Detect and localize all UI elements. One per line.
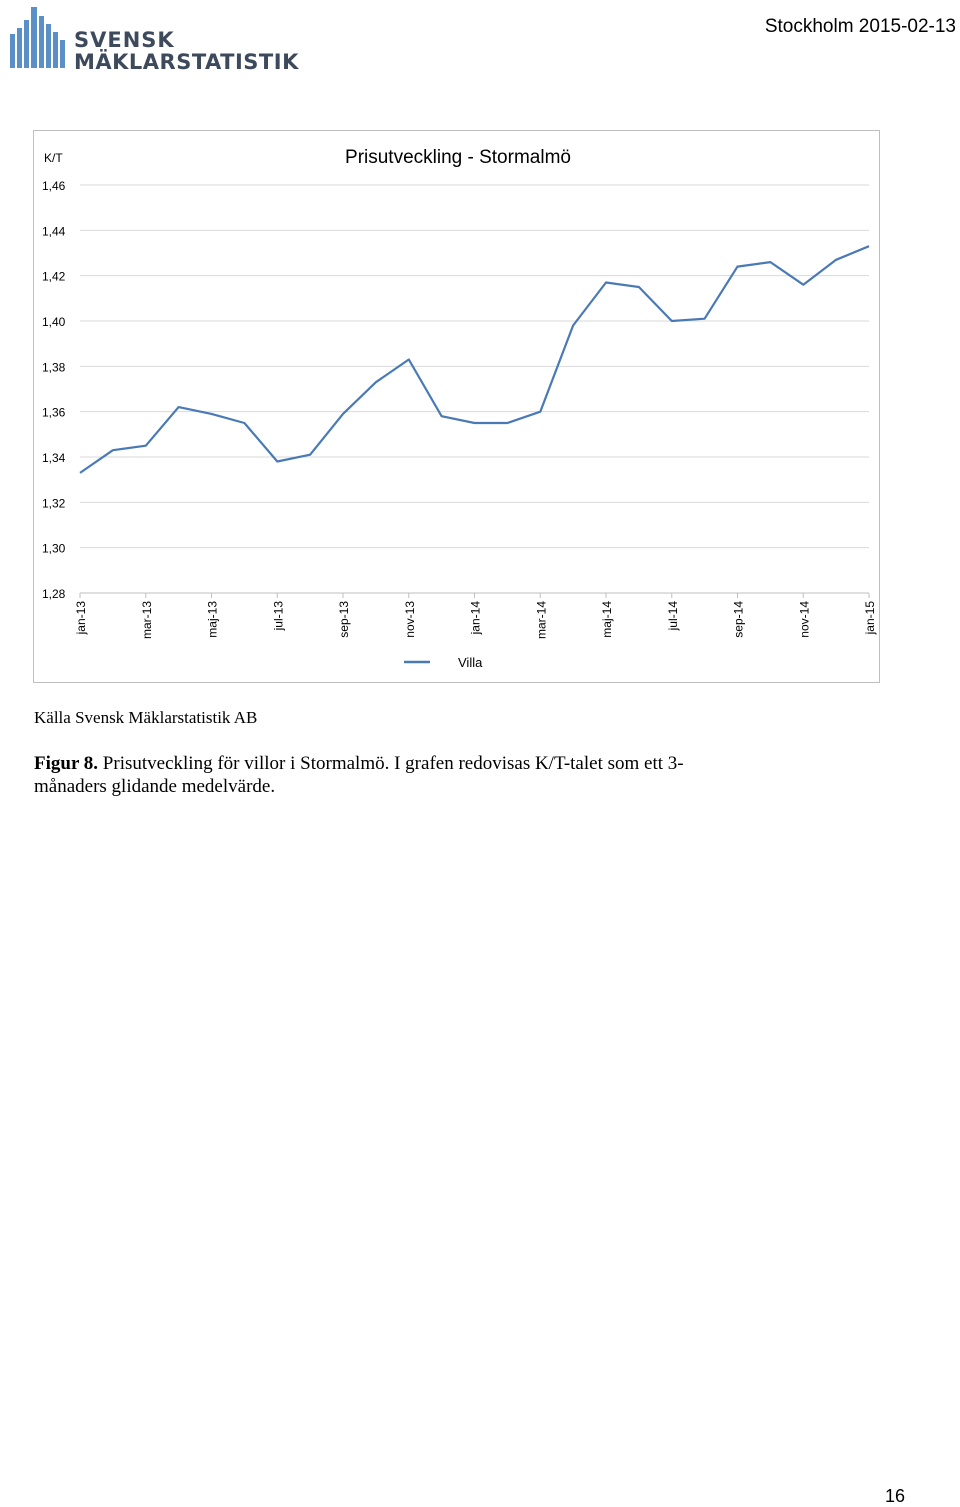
y-tick-label: 1,46: [42, 179, 66, 193]
logo: SVENSK MÄKLARSTATISTIK: [8, 6, 298, 74]
y-tick-label: 1,30: [42, 542, 66, 556]
y-tick-label: 1,44: [42, 224, 66, 238]
x-tick-label: jan-13: [74, 601, 88, 636]
x-tick-label: mar-13: [140, 601, 154, 639]
series-line-villa: [79, 245, 870, 474]
y-tick-label: 1,38: [42, 360, 66, 374]
y-tick-label: 1,42: [42, 270, 66, 284]
y-tick-label: 1,34: [42, 451, 66, 465]
logo-text-line2: MÄKLARSTATISTIK: [74, 50, 299, 74]
y-axis-label: K/T: [44, 151, 63, 165]
source-note: Källa Svensk Mäklarstatistik AB: [34, 708, 258, 727]
page-number: 16: [884, 1486, 905, 1506]
legend-label: Villa: [458, 655, 483, 670]
x-tick-label: jan-15: [863, 601, 877, 636]
caption-label: Figur 8.: [34, 753, 99, 774]
x-tick-label: maj-14: [600, 601, 614, 638]
x-tick-label: nov-13: [403, 601, 417, 638]
caption-text: Prisutveckling för villor i Stormalmö. I…: [34, 753, 684, 797]
y-tick-label: 1,36: [42, 406, 66, 420]
x-tick-label: jul-13: [271, 601, 285, 632]
figure-caption: Figur 8. Prisutveckling för villor i Sto…: [34, 752, 754, 798]
chart-title: Prisutveckling - Stormalmö: [345, 147, 571, 168]
header-date: Stockholm 2015-02-13: [764, 16, 956, 37]
x-tick-label: jan-14: [469, 601, 483, 636]
line-chart: Prisutveckling - Stormalmö K/T 1,46 1,44 1,4…: [42, 147, 877, 670]
y-tick-label: 1,32: [42, 496, 66, 510]
x-tick-label: sep-13: [337, 601, 351, 638]
x-tick-label: maj-13: [206, 601, 220, 638]
x-tick-label: jul-14: [666, 601, 680, 632]
chart-frame: Prisutveckling - Stormalmö K/T 1,46 1,44 1,4…: [33, 130, 880, 683]
x-tick-label: nov-14: [797, 601, 811, 638]
y-tick-label: 1,40: [42, 315, 66, 329]
y-tick-label: 1,28: [42, 587, 66, 601]
logo-bars-icon: [10, 7, 65, 68]
logo-text-line1: SVENSK: [74, 28, 175, 52]
x-tick-label: sep-14: [732, 601, 746, 638]
x-tick-label: mar-14: [534, 601, 548, 639]
